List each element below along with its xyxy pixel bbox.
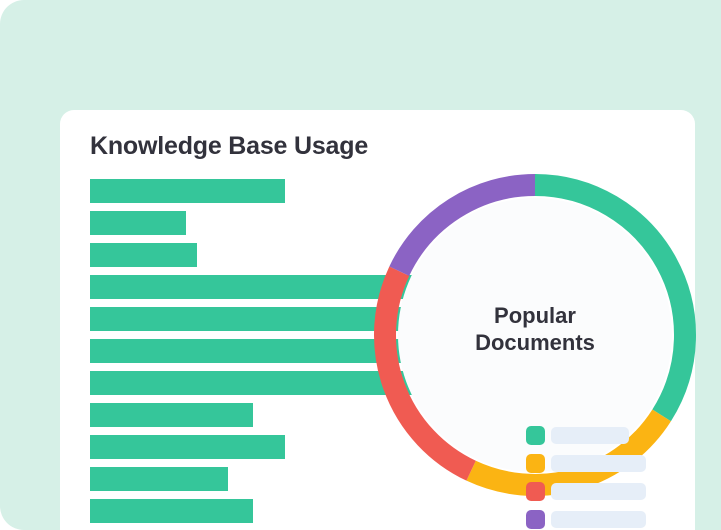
legend-label-placeholder <box>551 455 646 472</box>
bar-chart-bar <box>90 275 413 299</box>
legend-label-placeholder <box>551 427 629 444</box>
popular-documents-donut-chart <box>370 170 700 500</box>
legend-label-placeholder <box>551 511 646 528</box>
legend-row-green[interactable] <box>526 426 629 445</box>
donut-segment <box>534 174 696 422</box>
page-title: Knowledge Base Usage <box>90 132 369 160</box>
legend-row-yellow[interactable] <box>526 454 646 473</box>
legend-row-purple[interactable] <box>526 510 646 529</box>
bar-chart-bar <box>90 403 253 427</box>
bar-chart-bar <box>90 467 228 491</box>
legend-color-swatch-icon <box>526 510 545 529</box>
bar-chart-bar <box>90 179 285 203</box>
legend-row-red[interactable] <box>526 482 646 501</box>
donut-segment <box>389 174 536 276</box>
bar-chart-bar <box>90 243 197 267</box>
bar-chart-bar <box>90 211 186 235</box>
panel-title: Popular Documents <box>398 302 672 356</box>
legend-label-placeholder <box>551 483 646 500</box>
donut-segment <box>374 266 476 481</box>
legend-color-swatch-icon <box>526 454 545 473</box>
bar-chart-bar <box>90 435 285 459</box>
donut-svg <box>374 174 696 496</box>
panel-title-line-1: Popular <box>494 303 576 328</box>
bar-chart-bar <box>90 499 253 523</box>
panel-title-line-2: Documents <box>475 330 595 355</box>
legend-color-swatch-icon <box>526 426 545 445</box>
legend-color-swatch-icon <box>526 482 545 501</box>
popular-documents-panel: Popular Documents <box>398 198 672 529</box>
donut-segment <box>466 409 671 496</box>
